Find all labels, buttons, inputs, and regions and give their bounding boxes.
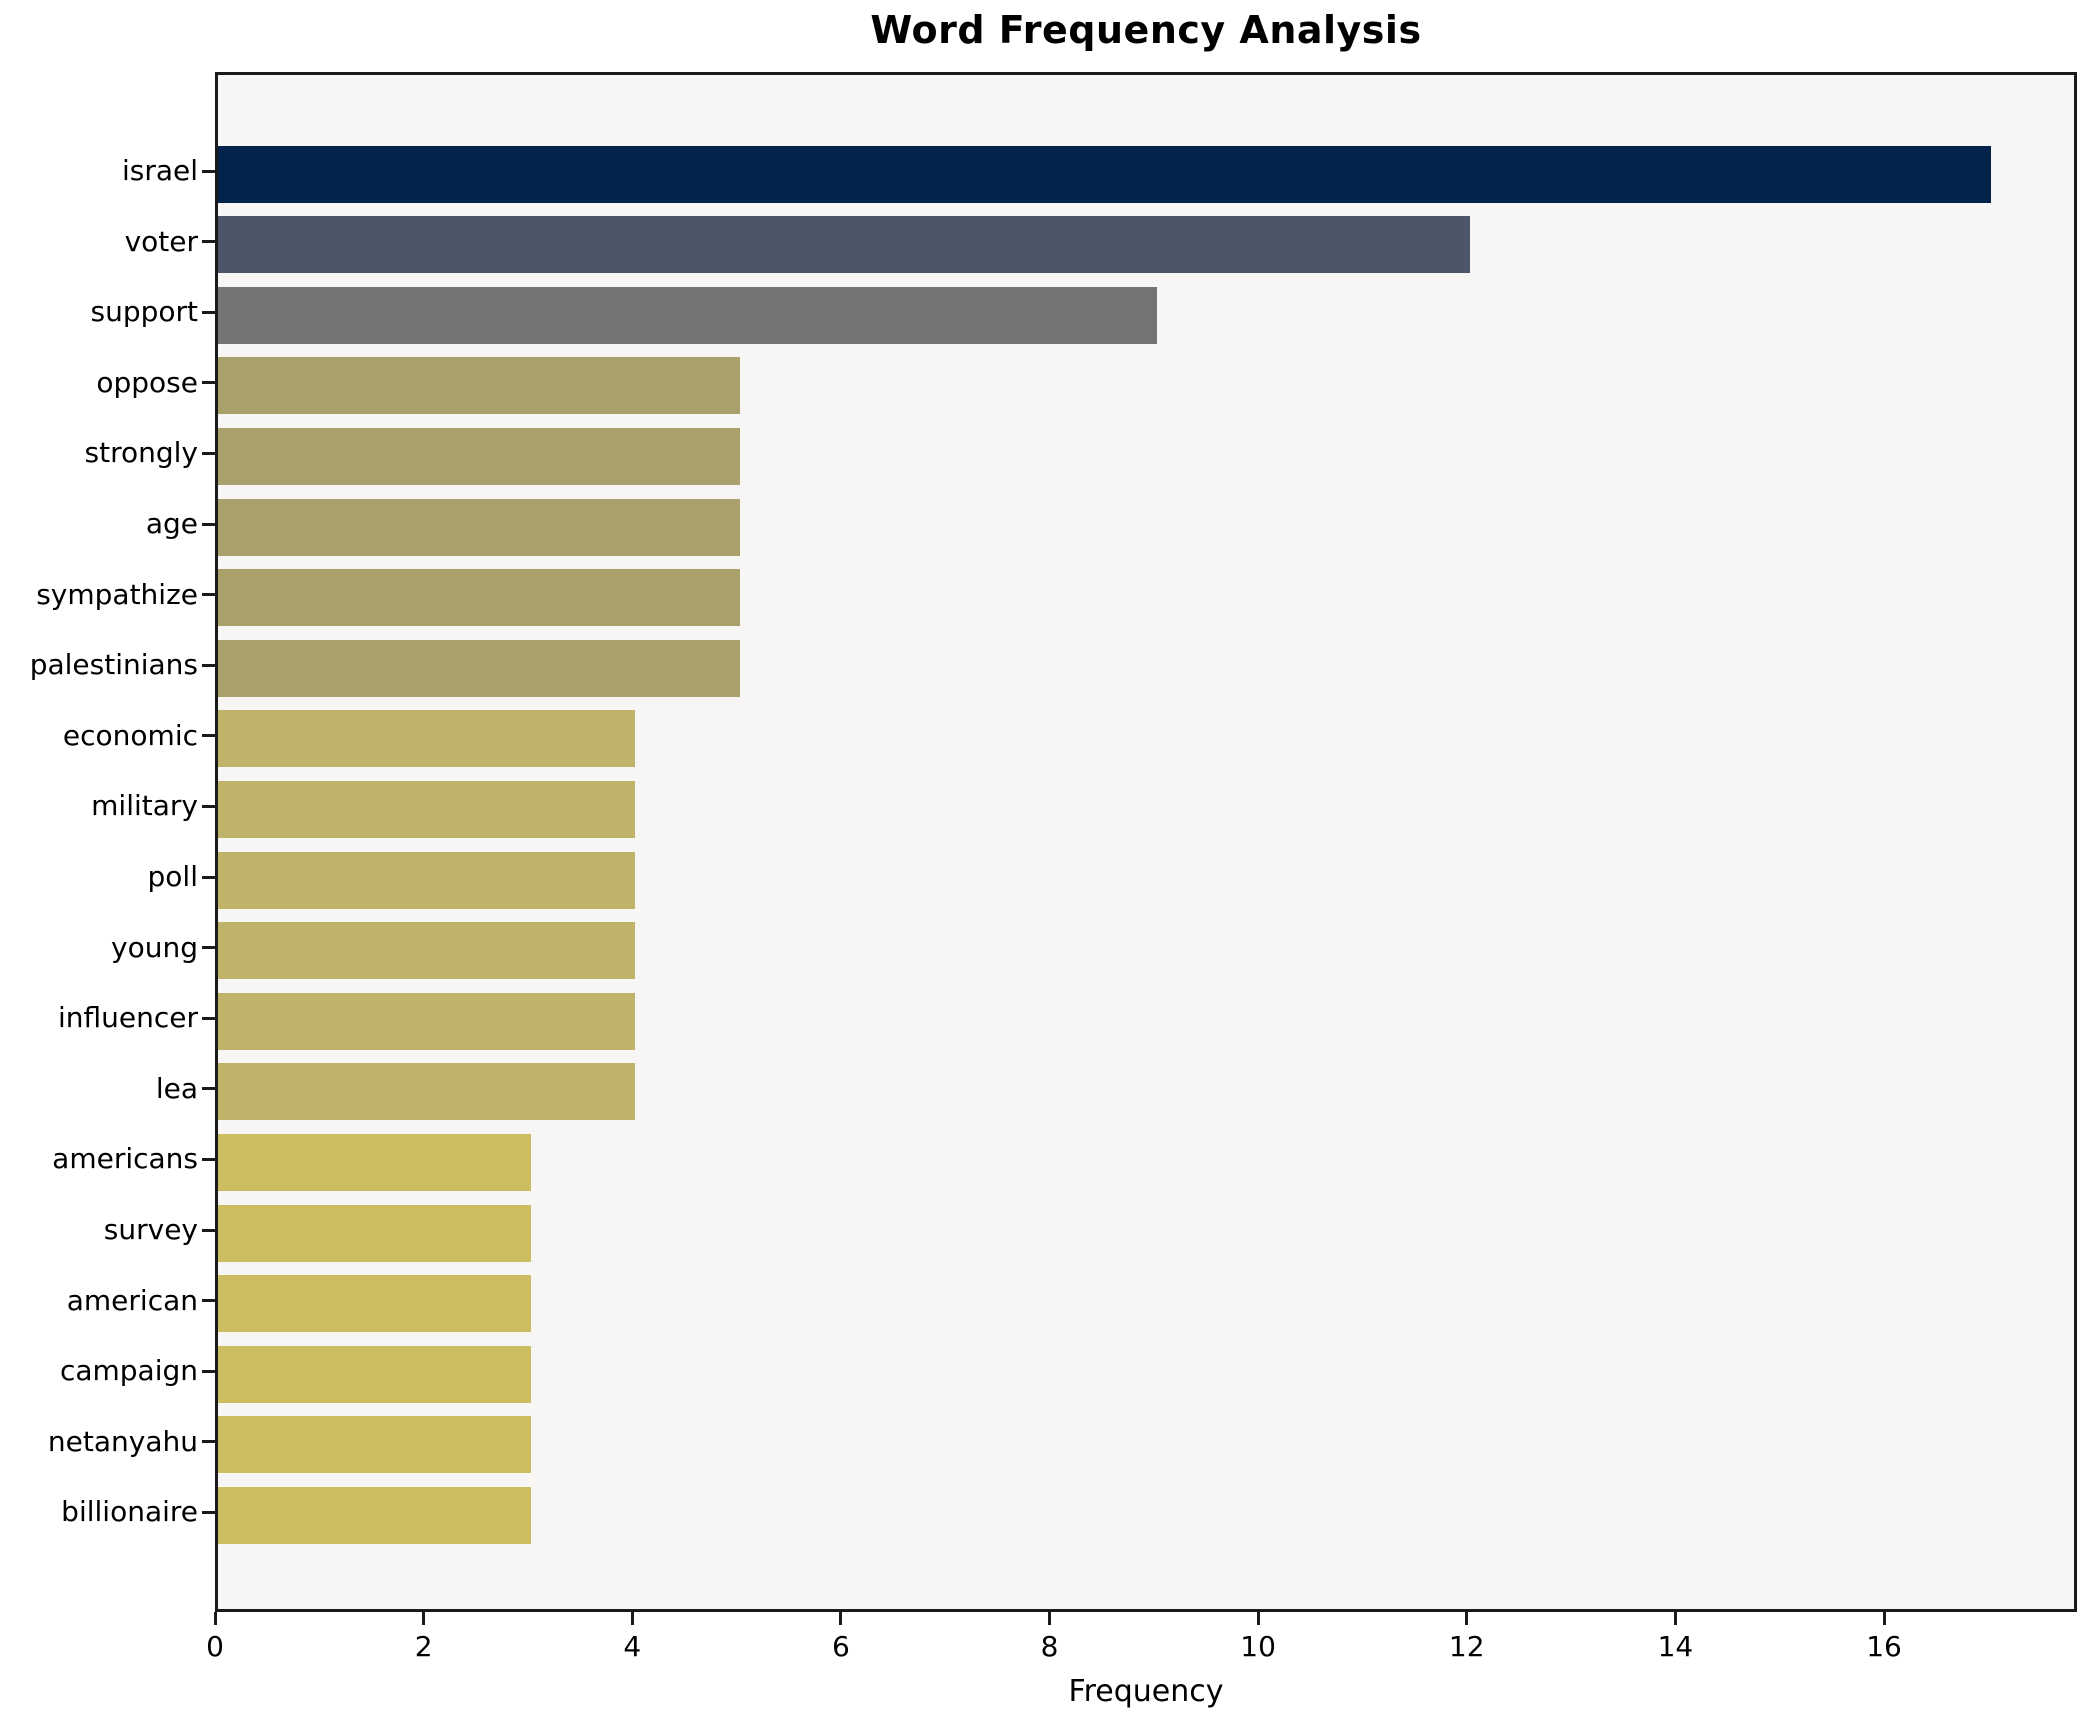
y-tick-sympathize bbox=[202, 593, 215, 597]
bar-american bbox=[218, 1275, 531, 1333]
bar-young bbox=[218, 922, 636, 980]
bar-israel bbox=[218, 145, 1992, 203]
y-tick-voter bbox=[202, 240, 215, 244]
bar-poll bbox=[218, 851, 636, 909]
bar-economic bbox=[218, 710, 636, 768]
x-tick-label-12: 12 bbox=[1448, 1630, 1485, 1663]
bar-palestinians bbox=[218, 639, 740, 697]
bar-influencer bbox=[218, 992, 636, 1050]
y-tick-label-oppose: oppose bbox=[96, 365, 198, 399]
y-tick-americans bbox=[202, 1157, 215, 1161]
y-tick-label-sympathize: sympathize bbox=[36, 577, 198, 611]
y-tick-label-billionaire: billionaire bbox=[61, 1495, 198, 1529]
y-tick-campaign bbox=[202, 1369, 215, 1373]
bar-netanyahu bbox=[218, 1416, 531, 1474]
y-tick-label-influencer: influencer bbox=[57, 1001, 198, 1035]
y-tick-survey bbox=[202, 1228, 215, 1232]
y-tick-label-support: support bbox=[90, 295, 198, 329]
y-tick-label-survey: survey bbox=[103, 1213, 198, 1246]
y-tick-israel bbox=[202, 169, 215, 173]
y-tick-influencer bbox=[202, 1016, 215, 1020]
x-tick-12 bbox=[1465, 1612, 1469, 1625]
bar-age bbox=[218, 498, 740, 556]
y-tick-label-age: age bbox=[145, 507, 198, 540]
x-tick-label-16: 16 bbox=[1866, 1630, 1902, 1663]
bar-survey bbox=[218, 1204, 531, 1262]
y-tick-label-american: american bbox=[66, 1283, 198, 1317]
x-tick-0 bbox=[213, 1612, 217, 1625]
y-tick-oppose bbox=[202, 381, 215, 385]
x-tick-label-10: 10 bbox=[1240, 1630, 1276, 1663]
y-tick-label-strongly: strongly bbox=[84, 436, 198, 470]
y-tick-strongly bbox=[202, 451, 215, 455]
y-tick-lea bbox=[202, 1087, 215, 1091]
y-tick-american bbox=[202, 1299, 215, 1303]
bar-lea bbox=[218, 1063, 636, 1121]
y-tick-label-economic: economic bbox=[62, 718, 198, 752]
x-tick-label-14: 14 bbox=[1657, 1630, 1694, 1663]
bar-support bbox=[218, 286, 1157, 344]
x-tick-14 bbox=[1673, 1612, 1677, 1625]
x-tick-label-2: 2 bbox=[414, 1630, 433, 1663]
x-tick-4 bbox=[630, 1612, 634, 1625]
y-tick-label-poll: poll bbox=[147, 860, 198, 893]
bar-campaign bbox=[218, 1345, 531, 1403]
y-tick-economic bbox=[202, 734, 215, 738]
x-tick-label-6: 6 bbox=[831, 1630, 850, 1663]
y-tick-billionaire bbox=[202, 1510, 215, 1514]
bar-strongly bbox=[218, 427, 740, 485]
x-tick-label-8: 8 bbox=[1040, 1630, 1059, 1663]
y-tick-label-military: military bbox=[91, 789, 198, 823]
y-tick-label-netanyahu: netanyahu bbox=[47, 1424, 198, 1458]
y-tick-label-voter: voter bbox=[124, 224, 198, 258]
x-tick-6 bbox=[839, 1612, 843, 1625]
y-tick-label-americans: americans bbox=[52, 1142, 198, 1176]
y-tick-label-young: young bbox=[111, 930, 198, 964]
x-tick-10 bbox=[1256, 1612, 1260, 1625]
bar-oppose bbox=[218, 357, 740, 415]
bar-sympathize bbox=[218, 569, 740, 627]
y-tick-netanyahu bbox=[202, 1440, 215, 1444]
bar-military bbox=[218, 780, 636, 838]
plot-area bbox=[215, 72, 2077, 1612]
y-tick-young bbox=[202, 946, 215, 950]
y-tick-label-lea: lea bbox=[155, 1071, 198, 1105]
y-tick-age bbox=[202, 522, 215, 526]
x-tick-label-0: 0 bbox=[206, 1630, 224, 1663]
bar-voter bbox=[218, 216, 1470, 274]
x-tick-label-4: 4 bbox=[623, 1630, 642, 1663]
y-tick-label-campaign: campaign bbox=[59, 1354, 198, 1388]
y-tick-label-israel: israel bbox=[121, 154, 198, 187]
x-axis-label: Frequency bbox=[1068, 1674, 1224, 1709]
x-tick-2 bbox=[422, 1612, 426, 1625]
x-tick-8 bbox=[1048, 1612, 1051, 1625]
y-tick-label-palestinians: palestinians bbox=[29, 648, 198, 682]
bar-americans bbox=[218, 1133, 531, 1191]
y-tick-military bbox=[202, 804, 215, 808]
y-tick-support bbox=[202, 310, 215, 314]
chart-title: Word Frequency Analysis bbox=[870, 8, 1422, 52]
x-tick-16 bbox=[1882, 1612, 1886, 1625]
bar-billionaire bbox=[218, 1486, 531, 1544]
y-tick-palestinians bbox=[202, 663, 215, 667]
y-tick-poll bbox=[202, 875, 215, 879]
